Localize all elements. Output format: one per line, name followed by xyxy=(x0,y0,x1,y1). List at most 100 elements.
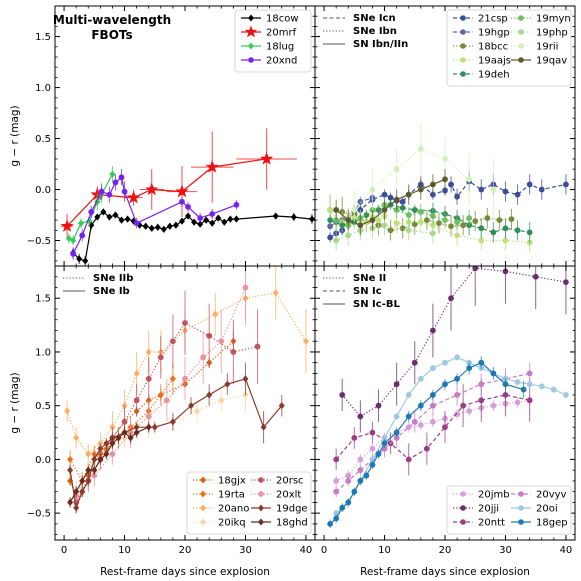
y-tick-label: 0.0 xyxy=(35,185,51,196)
legend-item: 19aajs xyxy=(453,56,511,67)
data-point xyxy=(248,14,254,22)
x-tick-label: 20 xyxy=(439,545,452,556)
data-point xyxy=(194,407,201,415)
data-point xyxy=(272,212,279,220)
legend: 18cow 20mrf 18lug 20xnd xyxy=(234,9,312,73)
data-point xyxy=(60,219,74,232)
panel-subtitle: FBOTs xyxy=(91,28,132,42)
data-point xyxy=(369,461,376,468)
data-point xyxy=(460,491,466,497)
y-tick-label: 1.5 xyxy=(35,294,51,305)
x-axis-label: Rest-frame days since explosion xyxy=(360,566,530,578)
legend-label: 20ikq xyxy=(218,518,246,529)
legend-item: 20xlt xyxy=(251,490,301,501)
data-point xyxy=(248,57,254,63)
data-point xyxy=(178,217,185,225)
legend-label: 18bcc xyxy=(478,42,508,53)
data-point xyxy=(145,375,152,382)
y-tick-label: 0.5 xyxy=(35,401,51,412)
data-point xyxy=(79,488,86,496)
data-point xyxy=(333,515,340,522)
data-point xyxy=(148,224,155,232)
data-point xyxy=(70,250,77,257)
legend-item: 18gjx xyxy=(193,476,246,487)
legend-label: 19qav xyxy=(536,56,567,67)
legend-label: 20ntt xyxy=(478,518,505,529)
legend-label: 20xlt xyxy=(276,490,301,501)
data-point xyxy=(369,429,376,436)
data-point xyxy=(67,498,74,506)
data-point xyxy=(258,477,264,483)
data-point xyxy=(502,381,509,388)
legend-label: 19php xyxy=(536,28,568,39)
data-point xyxy=(399,204,406,211)
data-point xyxy=(73,488,80,496)
legend-label: 20rsc xyxy=(276,476,304,487)
data-point xyxy=(478,381,485,388)
class-key-label: SN Ibn/IIn xyxy=(353,39,408,50)
data-point xyxy=(381,191,388,198)
x-tick-label: 40 xyxy=(560,545,573,556)
data-point xyxy=(351,207,358,213)
data-point xyxy=(357,413,364,420)
data-point xyxy=(448,295,454,302)
data-point xyxy=(142,222,149,230)
data-point xyxy=(502,225,509,232)
legend-label: 18lug xyxy=(266,42,294,53)
data-point xyxy=(118,216,125,224)
data-point xyxy=(85,450,92,458)
data-point xyxy=(212,310,219,318)
data-point xyxy=(442,424,448,431)
data-point xyxy=(411,221,418,228)
data-point xyxy=(244,25,258,38)
data-point xyxy=(430,418,436,425)
data-point xyxy=(233,201,240,208)
data-point xyxy=(405,456,412,463)
data-point xyxy=(514,379,521,385)
data-point xyxy=(393,429,400,436)
series-line xyxy=(341,267,567,418)
y-tick-label: 1.5 xyxy=(35,32,51,43)
data-point xyxy=(460,57,466,63)
data-point xyxy=(145,413,152,420)
legend-item: 20jji xyxy=(453,504,499,515)
data-point xyxy=(160,225,167,233)
legend-item: 20ikq xyxy=(193,518,246,529)
data-point xyxy=(175,184,189,198)
legend-box xyxy=(234,9,312,73)
data-point xyxy=(333,456,340,463)
data-point xyxy=(227,215,234,223)
x-tick-label: 0 xyxy=(321,545,327,556)
legend-box xyxy=(446,9,572,87)
legend-item: 19deh xyxy=(453,70,510,81)
data-point xyxy=(197,220,204,228)
legend-label: 20mrf xyxy=(266,28,297,39)
data-point xyxy=(369,217,376,224)
data-point xyxy=(502,188,509,195)
data-point xyxy=(182,375,188,382)
data-point xyxy=(94,198,101,206)
data-point xyxy=(393,196,400,203)
data-point xyxy=(112,179,119,186)
data-point xyxy=(351,488,358,495)
data-point xyxy=(308,215,315,223)
data-point xyxy=(417,186,424,193)
data-point xyxy=(514,191,521,198)
legend-item: 20mrf xyxy=(241,25,297,39)
data-point xyxy=(478,186,485,193)
data-point xyxy=(191,218,198,226)
data-point xyxy=(484,215,491,221)
data-point xyxy=(518,15,524,21)
data-point xyxy=(518,57,524,63)
y-axis-label: g − r (mag) xyxy=(9,372,21,433)
data-point xyxy=(430,230,436,237)
x-axis-label: Rest-frame days since explosion xyxy=(100,566,270,578)
data-point xyxy=(233,215,240,223)
data-point xyxy=(466,215,473,221)
series-20xnd xyxy=(70,169,240,260)
data-point xyxy=(88,209,95,215)
data-point xyxy=(258,491,264,497)
data-point xyxy=(215,214,222,222)
data-point xyxy=(357,198,364,205)
data-point xyxy=(472,218,479,225)
